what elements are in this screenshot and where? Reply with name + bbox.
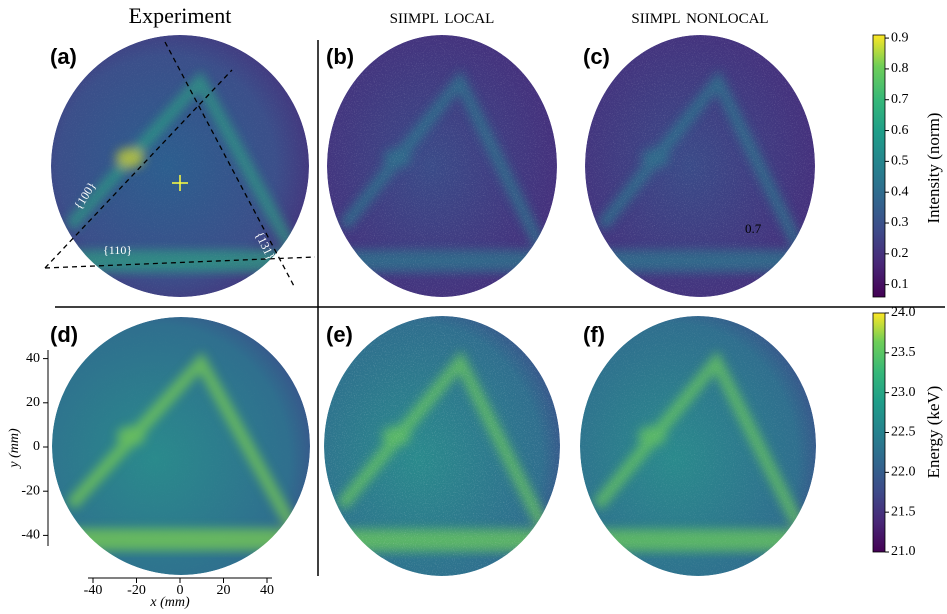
colorbar-tick-label: 0.6 <box>891 123 909 138</box>
colorbar-tick-label: 0.5 <box>891 154 909 169</box>
detector-image <box>585 35 815 297</box>
colorbar-tick-label: 22.5 <box>891 425 916 440</box>
y-tick-label: 20 <box>26 395 40 410</box>
colorbar-tick-label: 23.0 <box>891 385 916 400</box>
x-tick-label: -40 <box>84 583 103 598</box>
colorbar <box>873 35 885 297</box>
x-tick-label: 0 <box>177 583 184 598</box>
colorbar-tick-label: 22.0 <box>891 465 916 480</box>
y-tick-label: -20 <box>21 483 40 498</box>
colorbar-tick-label: 21.5 <box>891 504 916 519</box>
detector-image <box>52 317 310 575</box>
figure: Experiment siimpl local siimpl nonlocal … <box>0 0 947 614</box>
colorbar-tick-label: 0.3 <box>891 215 909 230</box>
colorbar-tick-label: 0.4 <box>891 184 909 199</box>
column-title: Experiment <box>129 3 232 28</box>
colorbar-tick-label: 0.1 <box>891 277 909 292</box>
colorbar-tick-label: 0.8 <box>891 61 909 76</box>
panel-label: (d) <box>50 322 78 347</box>
annotation: {110} <box>103 243 132 257</box>
colorbar-label: Energy (keV) <box>924 386 943 479</box>
noise <box>324 316 560 576</box>
x-tick-label: 20 <box>217 583 231 598</box>
detector-image <box>580 316 816 576</box>
column-title: siimpl local <box>390 3 495 28</box>
x-axis-label: x (mm) <box>149 595 190 610</box>
panel-label: (e) <box>326 322 353 347</box>
noise <box>327 35 557 297</box>
noise <box>52 317 310 575</box>
y-tick-label: -40 <box>21 528 40 543</box>
colorbars: 0.1 0.2 0.3 0.4 0.5 0.6 0.7 0.8 0.9 21.0 21.5 22.0 2… <box>873 30 916 559</box>
column-title: siimpl nonlocal <box>631 3 768 28</box>
panel-label: (f) <box>583 322 605 347</box>
detector-image <box>324 316 560 576</box>
x-tick-label: -20 <box>127 583 146 598</box>
colorbar <box>873 313 885 552</box>
colorbar-tick-label: 0.9 <box>891 30 909 45</box>
panel-label: (b) <box>326 44 354 69</box>
annotation: 0.7 <box>745 221 762 236</box>
detector-images <box>51 35 816 576</box>
panel-label: (c) <box>583 44 610 69</box>
panel-label: (a) <box>50 44 77 69</box>
detector-image <box>327 35 557 297</box>
colorbar-tick-label: 23.5 <box>891 345 916 360</box>
noise <box>585 35 815 297</box>
y-tick-label: 40 <box>26 351 40 366</box>
colorbar-label: Intensity (norm) <box>924 113 943 224</box>
colorbar-tick-label: 0.2 <box>891 246 909 261</box>
y-axis-label: y (mm) <box>7 428 22 470</box>
noise <box>580 316 816 576</box>
y-tick-label: 0 <box>33 439 40 454</box>
x-tick-label: 40 <box>260 583 274 598</box>
colorbar-tick-label: 24.0 <box>891 305 916 320</box>
colorbar-tick-label: 0.7 <box>891 92 909 107</box>
colorbar-tick-label: 21.0 <box>891 544 916 559</box>
